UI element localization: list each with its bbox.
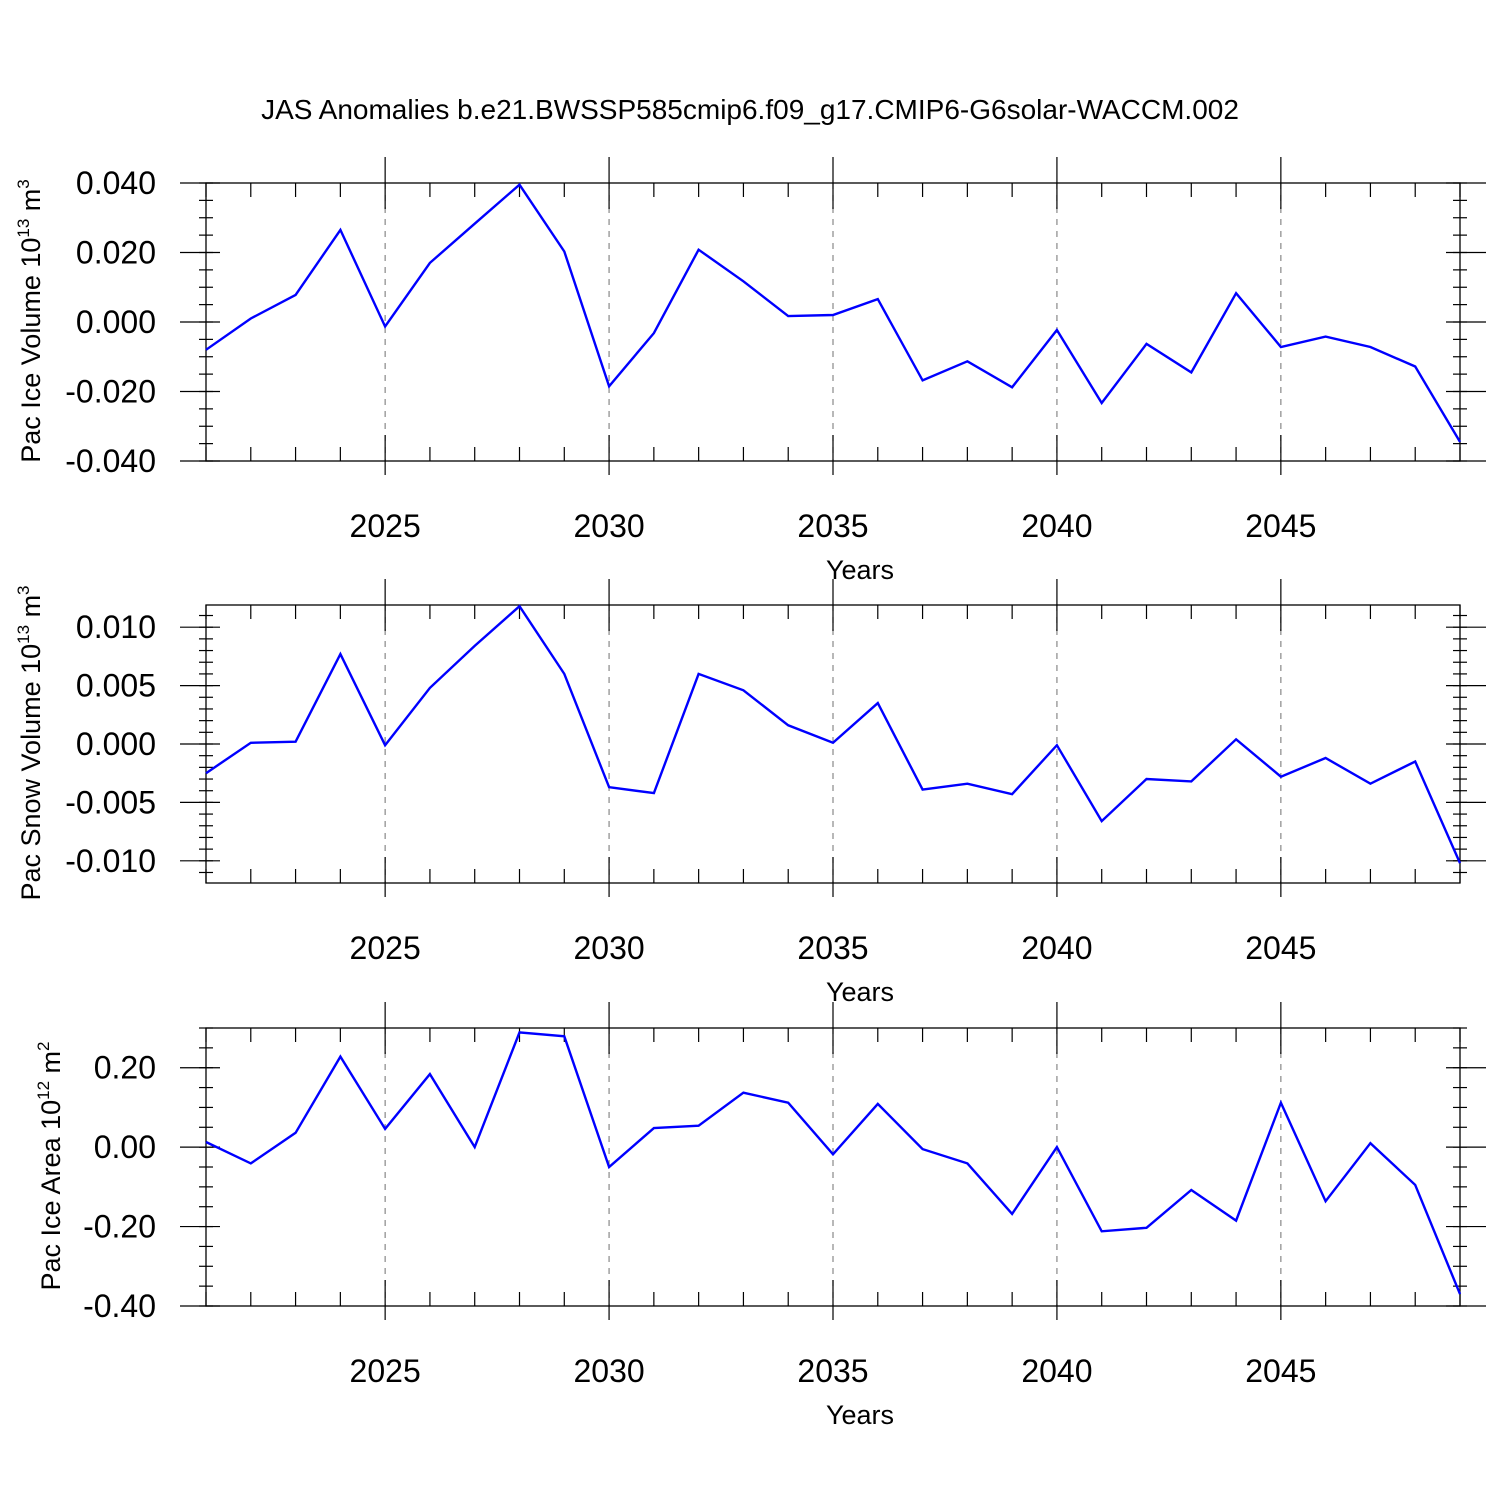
y-tick-label: 0.000 xyxy=(76,726,156,762)
x-tick-label: 2040 xyxy=(1021,1353,1092,1389)
series-line xyxy=(205,604,1462,864)
x-axis-title: Years xyxy=(826,1400,894,1430)
x-axis-title: Years xyxy=(826,555,894,585)
x-tick-label: 2040 xyxy=(1021,930,1092,966)
panels: 0.040 0.020 0.000 -0.020 -0.040 2025 2030 2035 2… xyxy=(14,157,1486,1430)
x-tick-label: 2035 xyxy=(797,1353,868,1389)
chart-panel-2: 0.010 0.005 0.000 -0.005 -0.010 2025 2030 2035 2… xyxy=(14,579,1486,1007)
chart-panel-1: 0.040 0.020 0.000 -0.020 -0.040 2025 2030 2035 2… xyxy=(14,157,1486,585)
y-tick-label: 0.00 xyxy=(94,1129,156,1165)
x-tick-label: 2025 xyxy=(350,508,421,544)
y-tick-label: -0.005 xyxy=(65,784,156,820)
series-line xyxy=(205,182,1462,443)
y-tick-label: 0.005 xyxy=(76,668,156,704)
chart-title: JAS Anomalies b.e21.BWSSP585cmip6.f09_g1… xyxy=(261,94,1239,125)
y-axis-title: Pac Ice Volume 1013 m3 xyxy=(14,179,46,463)
y-tick-label: 0.040 xyxy=(76,165,156,201)
chart-panel-3: 0.20 0.00 -0.20 -0.40 2025 2030 2035 2040 2045 Ye… xyxy=(34,1002,1486,1430)
x-tick-label: 2045 xyxy=(1245,508,1316,544)
y-tick-label: -0.40 xyxy=(83,1288,156,1324)
y-tick-label: -0.010 xyxy=(65,843,156,879)
y-axis-title: Pac Snow Volume 1013 m3 xyxy=(14,585,46,900)
x-tick-label: 2035 xyxy=(797,508,868,544)
x-tick-label: 2025 xyxy=(350,1353,421,1389)
x-tick-label: 2045 xyxy=(1245,1353,1316,1389)
y-tick-label: -0.040 xyxy=(65,443,156,479)
plot-frame xyxy=(205,182,1461,462)
y-tick-label: -0.20 xyxy=(83,1209,156,1245)
x-tick-label: 2040 xyxy=(1021,508,1092,544)
y-tick-label: 0.20 xyxy=(94,1050,156,1086)
plot-frame xyxy=(205,604,1461,884)
x-tick-label: 2045 xyxy=(1245,930,1316,966)
y-tick-label: 0.010 xyxy=(76,609,156,645)
series-line xyxy=(205,1031,1462,1295)
y-tick-label: 0.000 xyxy=(76,304,156,340)
y-axis-title: Pac Ice Area 1012 m2 xyxy=(34,1041,66,1290)
x-tick-label: 2030 xyxy=(573,1353,644,1389)
x-tick-label: 2025 xyxy=(350,930,421,966)
x-tick-label: 2030 xyxy=(573,508,644,544)
x-tick-label: 2035 xyxy=(797,930,868,966)
plot-frame xyxy=(205,1027,1461,1307)
x-axis-title: Years xyxy=(826,977,894,1007)
x-tick-label: 2030 xyxy=(573,930,644,966)
y-tick-label: -0.020 xyxy=(65,374,156,410)
y-tick-label: 0.020 xyxy=(76,235,156,271)
